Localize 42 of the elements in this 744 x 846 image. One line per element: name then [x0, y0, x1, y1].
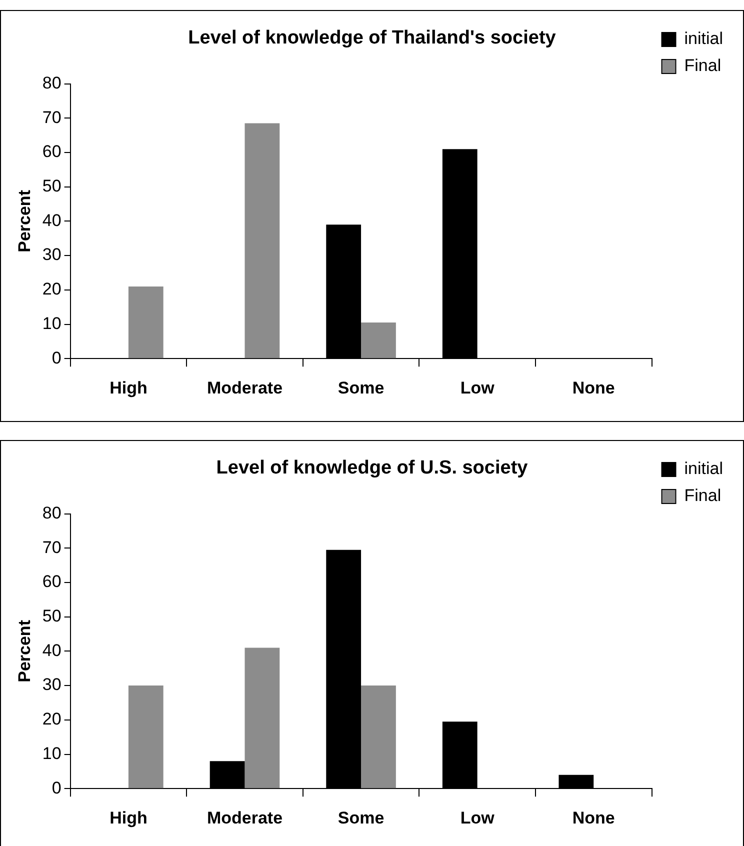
chart-title: Level of knowledge of Thailand's society — [188, 28, 556, 49]
x-tick-label: Some — [338, 808, 384, 828]
y-tick-label: 20 — [42, 280, 62, 299]
y-tick-label: 70 — [42, 538, 62, 557]
bar — [128, 686, 164, 788]
x-tick-label: Moderate — [206, 808, 283, 828]
x-tick-label: None — [572, 378, 615, 398]
x-tick-label: High — [110, 378, 148, 398]
x-tick-label: Moderate — [206, 378, 283, 398]
bar — [128, 286, 164, 358]
legend-label: initial — [684, 29, 724, 48]
chart-title: Level of knowledge of U.S. society — [216, 458, 528, 479]
y-tick-label: 0 — [52, 348, 62, 368]
y-tick-label: 40 — [42, 640, 62, 660]
y-tick-label: 80 — [42, 73, 62, 92]
y-tick-label: 40 — [42, 210, 62, 230]
y-tick-label: 60 — [42, 142, 62, 162]
y-tick-label: 0 — [52, 778, 62, 798]
bar — [361, 322, 396, 358]
legend-label: Final — [684, 486, 722, 506]
x-tick-label: Low — [460, 808, 496, 828]
x-tick-label: None — [572, 808, 615, 828]
x-tick-label: High — [110, 808, 148, 828]
y-tick-label: 50 — [42, 176, 62, 196]
y-tick-label: 50 — [42, 606, 62, 626]
bar — [361, 686, 396, 788]
y-tick-label: 20 — [42, 710, 62, 729]
bar — [244, 123, 280, 358]
y-tick-label: 10 — [42, 314, 62, 333]
y-tick-label: 10 — [42, 744, 62, 763]
bar — [244, 648, 280, 788]
y-tick-label: 70 — [42, 108, 62, 127]
legend-label: Final — [684, 56, 722, 76]
legend-label: initial — [684, 459, 724, 478]
y-tick-label: 80 — [42, 503, 62, 522]
y-axis-title: Percent — [14, 190, 34, 252]
y-tick-label: 30 — [42, 245, 62, 264]
x-tick-label: Some — [338, 378, 384, 398]
y-tick-label: 30 — [42, 675, 62, 694]
x-tick-label: Low — [460, 378, 496, 398]
y-tick-label: 60 — [42, 572, 62, 592]
y-axis-title: Percent — [14, 620, 34, 682]
